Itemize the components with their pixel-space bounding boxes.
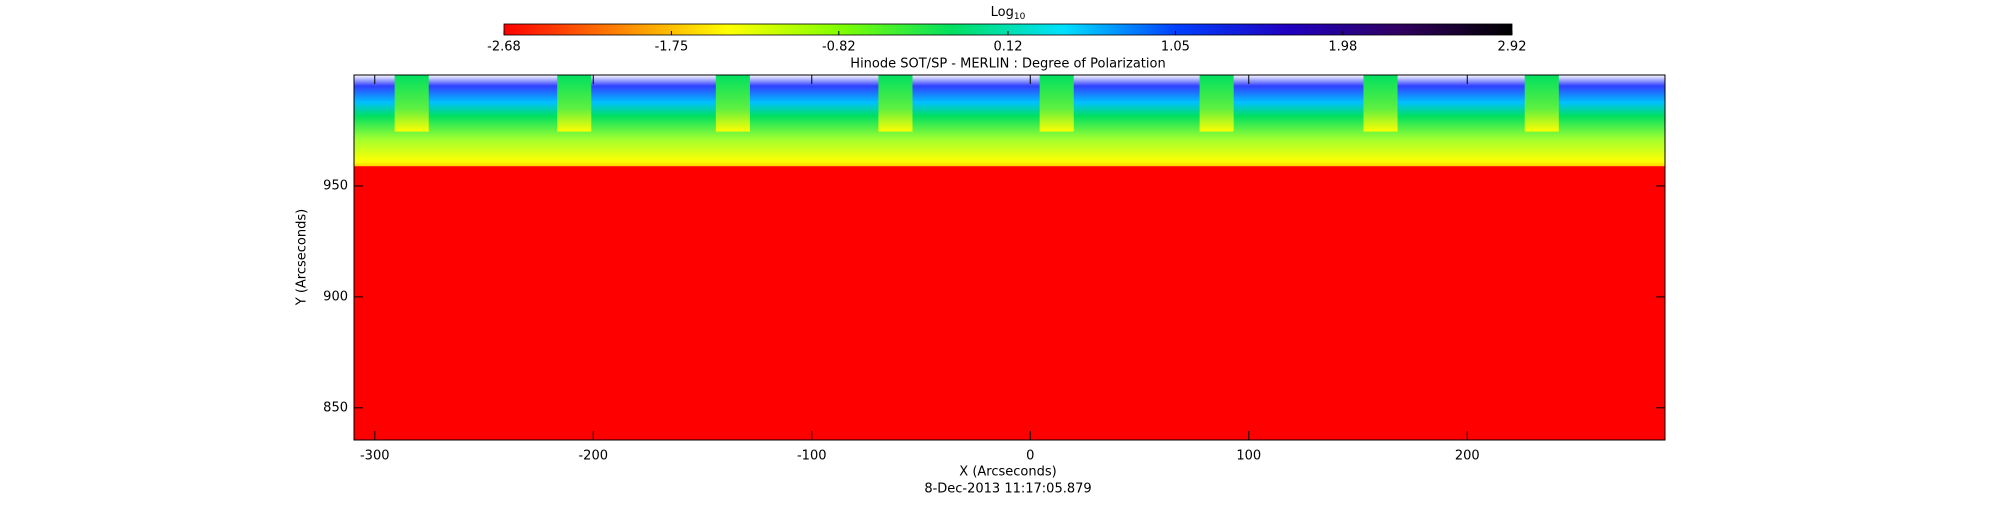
image-stripe xyxy=(878,75,913,132)
image-stripe xyxy=(1363,75,1398,132)
image-stripe xyxy=(394,75,429,132)
chart-title: Hinode SOT/SP - MERLIN : Degree of Polar… xyxy=(850,57,1165,72)
image-stripe xyxy=(1199,75,1234,132)
x-tick-label: -200 xyxy=(578,449,608,464)
image-limb xyxy=(354,75,1665,167)
x-tick-label: -300 xyxy=(360,449,390,464)
x-tick-label: 200 xyxy=(1455,449,1480,464)
x-tick-label: 100 xyxy=(1236,449,1261,464)
x-tick-label: -100 xyxy=(797,449,827,464)
image-stripe xyxy=(1039,75,1074,132)
y-axis-label: Y (Arcseconds) xyxy=(295,209,310,306)
colorbar-tick-label: 0.12 xyxy=(994,40,1023,55)
y-tick-label: 950 xyxy=(323,178,348,193)
colorbar-tick-label: 1.05 xyxy=(1161,40,1190,55)
colorbar-label: Log10 xyxy=(991,5,1026,22)
image-stripe xyxy=(715,75,750,132)
y-tick-label: 900 xyxy=(323,289,348,304)
colorbar-tick-label: 2.92 xyxy=(1498,40,1527,55)
colorbar-tick-label: -1.75 xyxy=(655,40,689,55)
image-stripe xyxy=(1524,75,1559,132)
y-tick-label: 850 xyxy=(323,400,348,415)
plot-frame xyxy=(353,74,1666,441)
colorbar-tick-label: -0.82 xyxy=(822,40,856,55)
image-stripe xyxy=(557,75,592,132)
x-axis-label: X (Arcseconds) xyxy=(959,465,1056,480)
footer-date: 8-Dec-2013 11:17:05.879 xyxy=(924,482,1091,497)
colorbar-tick-label: 1.98 xyxy=(1328,40,1357,55)
colorbar-tick-label: -2.68 xyxy=(487,40,521,55)
x-tick-label: 0 xyxy=(1026,449,1034,464)
